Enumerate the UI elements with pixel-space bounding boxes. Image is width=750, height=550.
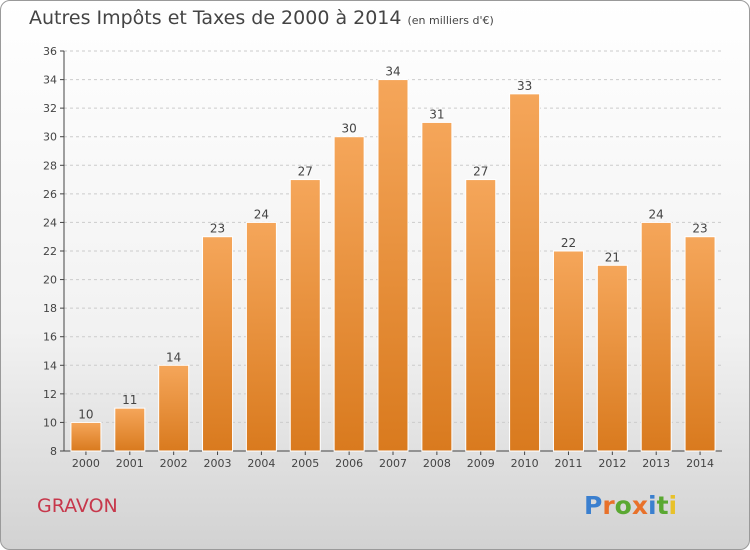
data-label: 27	[298, 165, 313, 179]
label-layer: 10 11 14 23 24 27 30 34 31 27 33 22 21 24 23	[78, 65, 707, 422]
logo-letter: t	[656, 491, 669, 520]
data-label: 34	[385, 65, 400, 79]
x-tick-label: 2009	[467, 457, 495, 470]
data-label: 11	[122, 393, 137, 407]
bar	[158, 364, 190, 452]
data-label: 31	[429, 107, 444, 121]
bar	[333, 136, 365, 452]
bar	[114, 407, 146, 452]
data-label: 24	[254, 207, 269, 221]
bar	[245, 221, 277, 452]
bar	[509, 93, 541, 452]
axis-layer: 8 10 12 14 16 18 20 22 24 26 28 30 32 34 36 2000 2001 200…	[43, 45, 722, 470]
logo-letter: i	[648, 491, 657, 520]
chart-title: Autres Impôts et Taxes de 2000 à 2014 (en…	[29, 7, 494, 29]
x-tick-label: 2006	[335, 457, 363, 470]
x-tick-label: 2013	[642, 457, 670, 470]
y-tick-label: 22	[43, 245, 57, 258]
data-label: 23	[210, 222, 225, 236]
data-label: 33	[517, 79, 532, 93]
x-tick-label: 2003	[204, 457, 232, 470]
data-label: 30	[341, 122, 356, 136]
data-label: 27	[473, 165, 488, 179]
bar-layer	[70, 79, 716, 452]
logo-letter: o	[614, 491, 632, 520]
x-tick-label: 2002	[160, 457, 188, 470]
data-label: 24	[649, 207, 664, 221]
x-tick-label: 2001	[116, 457, 144, 470]
data-label: 10	[78, 407, 93, 421]
bar	[70, 421, 102, 452]
bar	[596, 264, 628, 452]
y-tick-label: 14	[43, 359, 57, 372]
logo-letter: i	[668, 491, 678, 520]
x-tick-label: 2011	[554, 457, 582, 470]
bar	[202, 236, 234, 452]
bar	[552, 250, 584, 452]
bar	[684, 236, 716, 452]
x-tick-label: 2008	[423, 457, 451, 470]
y-tick-label: 36	[43, 45, 57, 58]
data-label: 21	[605, 250, 620, 264]
logo-letter: P	[584, 491, 603, 520]
x-tick-label: 2007	[379, 457, 407, 470]
y-tick-label: 26	[43, 188, 57, 201]
x-tick-label: 2010	[511, 457, 539, 470]
x-tick-label: 2005	[291, 457, 319, 470]
y-tick-label: 20	[43, 274, 57, 287]
logo-letter: x	[631, 491, 648, 520]
chart-title-text: Autres Impôts et Taxes de 2000 à 2014	[29, 7, 402, 29]
y-tick-label: 18	[43, 302, 57, 315]
logo-letter: r	[602, 491, 615, 520]
y-tick-label: 34	[43, 74, 57, 87]
bar	[421, 121, 453, 452]
data-label: 22	[561, 236, 576, 250]
x-tick-label: 2012	[598, 457, 626, 470]
y-tick-label: 30	[43, 131, 57, 144]
x-tick-label: 2000	[72, 457, 100, 470]
chart-subtitle: (en milliers d'€)	[407, 14, 494, 27]
x-tick-label: 2004	[247, 457, 275, 470]
y-tick-label: 16	[43, 331, 57, 344]
y-tick-label: 24	[43, 216, 57, 229]
data-label: 14	[166, 350, 181, 364]
y-tick-label: 12	[43, 388, 57, 401]
y-tick-label: 28	[43, 159, 57, 172]
bar	[377, 79, 409, 452]
bar	[289, 179, 321, 452]
y-tick-label: 8	[50, 445, 57, 458]
x-tick-label: 2014	[686, 457, 714, 470]
y-tick-label: 32	[43, 102, 57, 115]
y-tick-label: 10	[43, 416, 57, 429]
bar	[465, 179, 497, 452]
commune-name: GRAVON	[37, 495, 118, 517]
proxiti-logo: Proxiti	[584, 491, 677, 520]
bar	[640, 221, 672, 452]
data-label: 23	[692, 222, 707, 236]
